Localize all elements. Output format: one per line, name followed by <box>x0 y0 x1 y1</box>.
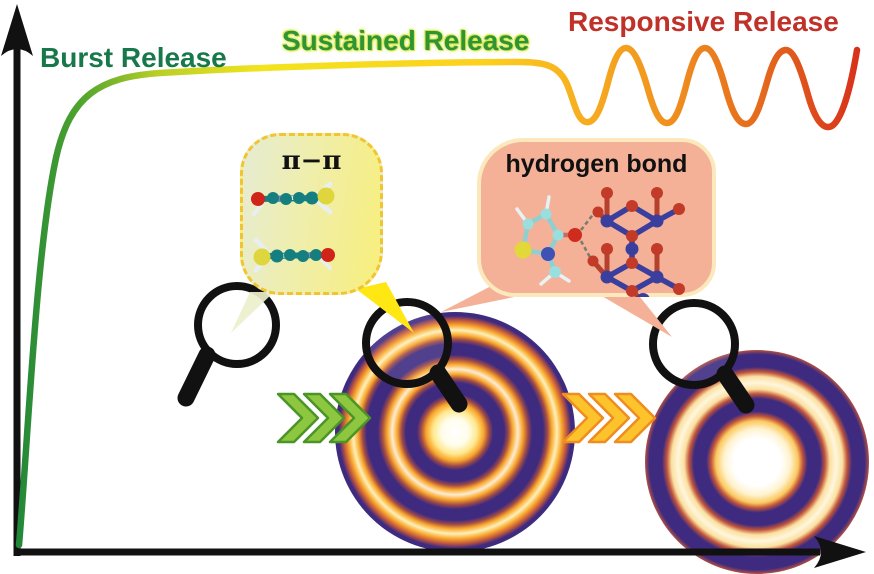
y-axis-arrow <box>1 4 33 556</box>
pi-pi-label: π−π <box>281 146 342 176</box>
magnifying-glass-icon <box>649 299 755 414</box>
microsphere-intermediate <box>335 312 575 552</box>
burst-release-label: Burst Release <box>40 42 227 73</box>
hbond-bubble-tail-right <box>595 292 672 337</box>
chevron-arrow-green <box>276 392 372 444</box>
release-curve <box>15 44 861 549</box>
x-axis-arrow <box>14 536 866 568</box>
magnifying-glass-icon <box>362 298 468 413</box>
hydrogen-bond-bubble: hydrogen bond <box>477 138 716 297</box>
hydrogen-bond-dashes <box>579 211 596 260</box>
stacked-molecule-bottom <box>253 237 335 273</box>
responsive-release-label: Responsive Release <box>568 6 839 37</box>
sustained-release-label: Sustained Release <box>282 25 530 56</box>
hydrogen-bond-molecules <box>514 187 685 297</box>
pi-pi-molecules <box>251 181 335 273</box>
pi-bubble-tail-right <box>356 282 414 333</box>
chevron-arrow-yellow <box>561 392 657 444</box>
carrier-lattice <box>587 187 685 297</box>
pi-bubble-tail-left <box>231 292 274 333</box>
pi-pi-bubble: π−π <box>240 133 383 295</box>
drug-molecule <box>514 195 582 286</box>
stacked-molecule-top <box>251 181 335 216</box>
hydrogen-bond-label: hydrogen bond <box>505 150 688 178</box>
